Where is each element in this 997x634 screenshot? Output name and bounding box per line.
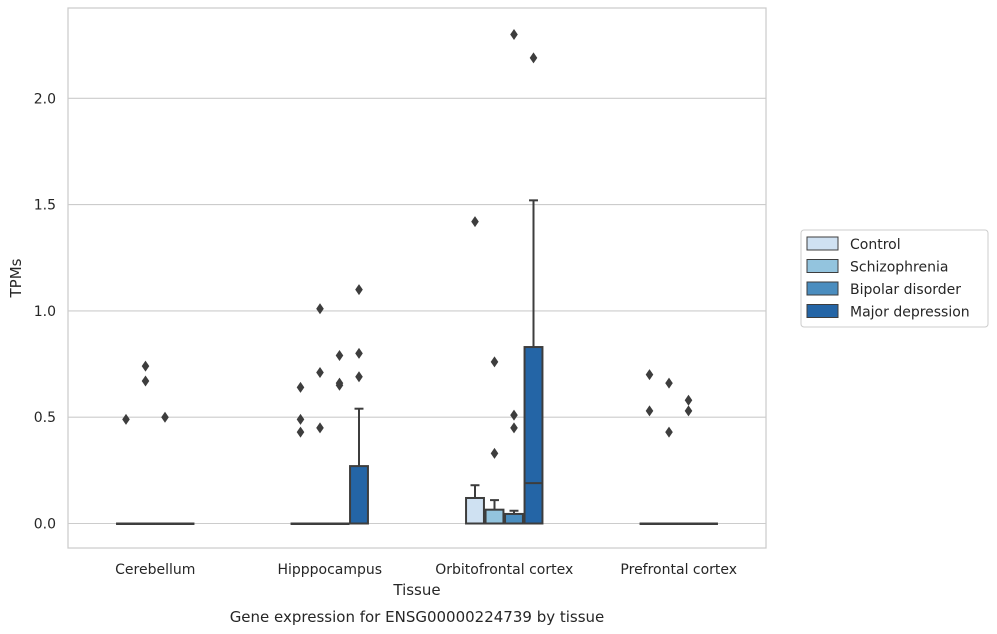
box-0-3 (174, 522, 195, 525)
outlier-point (490, 447, 499, 459)
outlier-point (510, 409, 518, 421)
legend-swatch (806, 304, 839, 318)
outlier-point (471, 216, 479, 228)
outlier-point (665, 426, 673, 438)
chart-caption: Gene expression for ENSG00000224739 by t… (230, 608, 605, 626)
outlier-point (510, 422, 518, 434)
box-0-2 (155, 411, 175, 525)
box-2-2 (504, 29, 524, 525)
plot-frame (67, 7, 767, 549)
y-tick-label: 1.5 (34, 198, 56, 214)
outlier-point (296, 381, 305, 393)
outlier-point (296, 413, 305, 425)
box-1-2 (329, 350, 350, 525)
legend-entry: Bipolar disorder (850, 282, 961, 298)
legend-entry: Major depression (850, 305, 970, 321)
outlier-point (645, 405, 654, 417)
outlier-point (316, 367, 324, 379)
box-0-1 (135, 360, 156, 525)
y-axis-label: TPMs (7, 258, 25, 298)
outlier-point (355, 347, 363, 359)
box-1-0 (290, 381, 311, 525)
legend-swatch (806, 236, 839, 251)
box-3-1 (659, 377, 679, 525)
box-body (504, 512, 524, 525)
outlier-point (645, 369, 654, 381)
outlier-point (335, 377, 344, 389)
x-tick-labels: Cerebellum Hipppocampus Orbitofrontal cort… (115, 562, 737, 578)
outlier-point (122, 413, 130, 425)
y-tick-label: 0.0 (34, 517, 56, 533)
x-tick-label: Hipppocampus (277, 562, 382, 578)
y-tick-label: 2.0 (34, 91, 56, 107)
y-tick-label: 0.5 (34, 410, 56, 426)
box-2-1 (484, 356, 505, 525)
box-1-3 (349, 284, 369, 525)
box-body (349, 465, 369, 525)
x-tick-label: Cerebellum (115, 562, 195, 578)
legend-swatch (806, 281, 839, 296)
outlier-point (141, 360, 150, 372)
outlier-point (335, 350, 344, 362)
outlier-point (355, 371, 363, 383)
box-3-2 (678, 394, 699, 525)
x-tick-label: Orbitofrontal cortex (435, 562, 573, 578)
outlier-point (355, 284, 363, 296)
legend-swatch (806, 259, 839, 273)
outlier-point (296, 426, 305, 438)
box-2-3 (523, 52, 544, 525)
outlier-point (316, 303, 324, 315)
box-2-0 (465, 216, 485, 525)
legend-frame (800, 229, 989, 328)
box-0-0 (116, 413, 136, 525)
box-body (484, 508, 505, 525)
outlier-point (490, 356, 499, 368)
legend: Control Schizophrenia Bipolar disorder Majo… (800, 229, 989, 328)
outlier-point (161, 411, 169, 423)
box-3-3 (698, 522, 718, 525)
outlier-point (510, 29, 518, 41)
outlier-point (316, 422, 324, 434)
outlier-point (141, 375, 150, 387)
gridlines (68, 97, 766, 525)
x-axis-label: Tissue (392, 581, 440, 599)
box-body (465, 496, 485, 525)
box-body (523, 346, 544, 525)
outlier-point (529, 52, 538, 64)
box-1-1 (310, 303, 330, 525)
y-tick-label: 1.0 (34, 304, 56, 320)
legend-entry: Schizophrenia (850, 260, 948, 276)
outlier-point (665, 377, 673, 389)
outlier-point (684, 394, 693, 406)
legend-entry: Control (850, 237, 901, 253)
box-plot-boxes (116, 29, 718, 525)
x-tick-label: Prefrontal cortex (620, 562, 737, 578)
y-tick-labels: 0.0 0.5 1.0 1.5 2.0 (34, 91, 56, 532)
box-3-0 (639, 369, 660, 525)
outlier-point (684, 405, 693, 417)
